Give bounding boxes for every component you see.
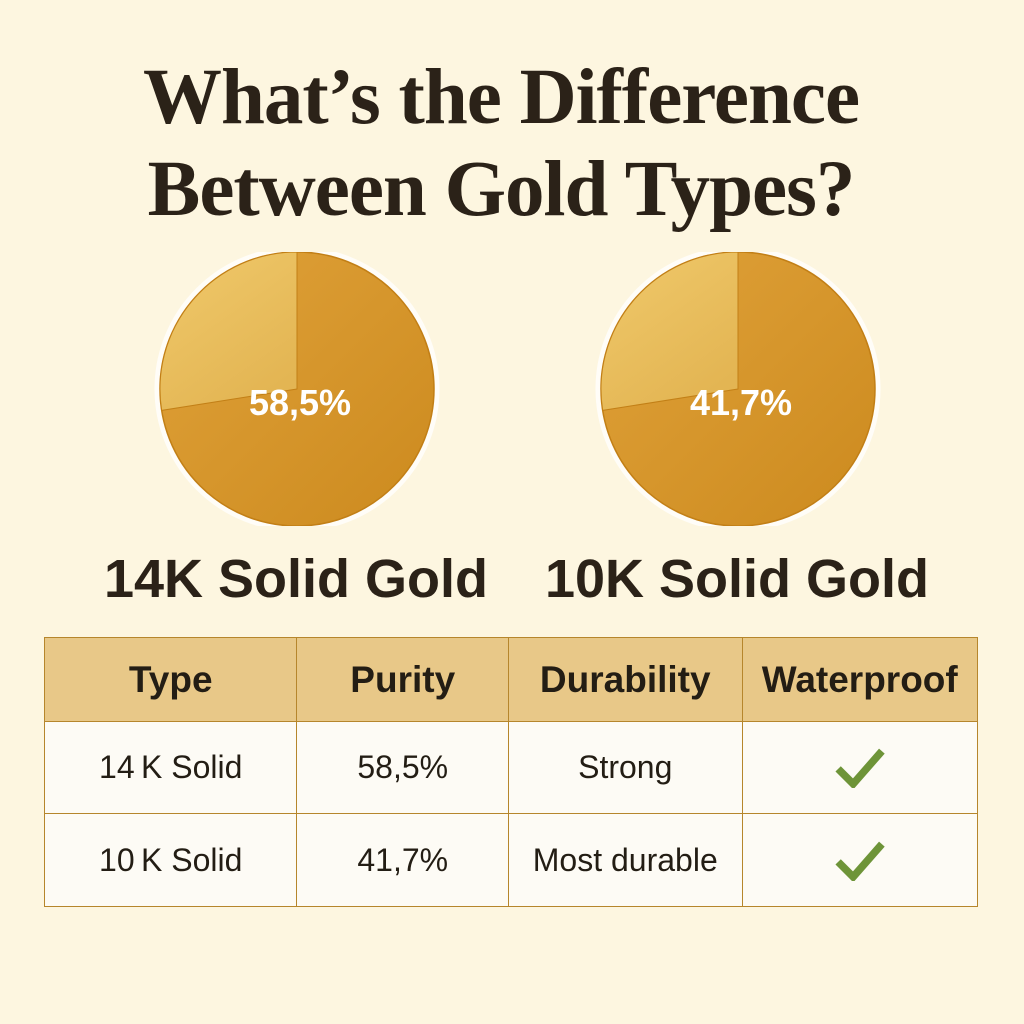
svg-text:41,7%: 41,7% — [690, 382, 792, 423]
svg-text:58,5%: 58,5% — [249, 382, 351, 423]
